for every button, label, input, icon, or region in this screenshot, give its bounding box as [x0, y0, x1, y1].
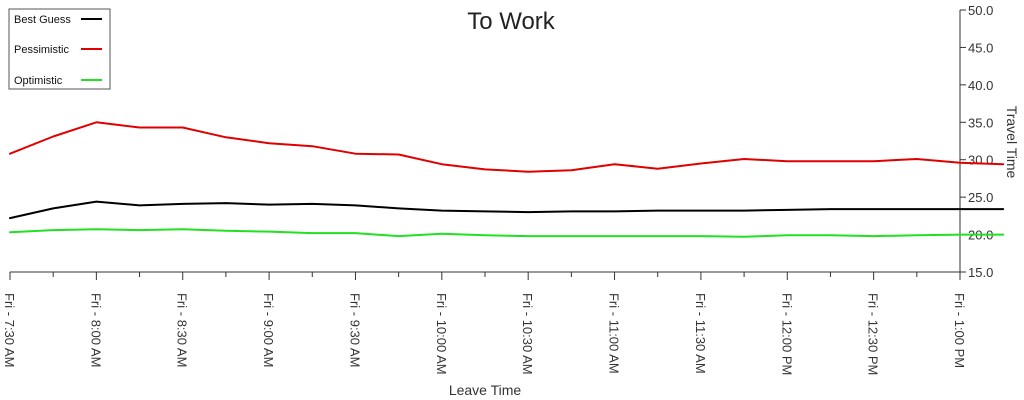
legend: Best Guess Pessimistic Optimistic: [8, 8, 111, 90]
legend-label-best-guess: Best Guess: [14, 14, 71, 26]
y-tick-label: 40.0: [968, 78, 993, 93]
series-line-optimistic: [9, 228, 1005, 238]
x-tick-label: Fri - 8:30 AM: [175, 293, 190, 367]
x-tick-label: Fri - 11:00 AM: [607, 293, 622, 374]
y-tick-label: 50.0: [968, 3, 993, 18]
x-tick-label: Fri - 10:00 AM: [434, 293, 449, 375]
y-tick-label: 25.0: [968, 190, 993, 205]
chart-title: To Work: [467, 8, 556, 35]
x-tick-label: Fri - 1:00 PM: [952, 293, 967, 368]
series-line-pessimistic: [9, 121, 1005, 173]
x-tick-label: Fri - 12:00 PM: [779, 293, 794, 375]
y-tick-label: 35.0: [968, 115, 993, 130]
x-tick-label: Fri - 7:30 AM: [2, 293, 17, 367]
series-line-best-guess: [9, 200, 1005, 220]
y-axis-title: Travel Time: [1004, 106, 1020, 179]
y-tick-label: 45.0: [968, 40, 993, 55]
y-tick-label: 30.0: [968, 153, 993, 168]
x-axis-title: Leave Time: [449, 382, 522, 398]
x-tick-label: Fri - 9:00 AM: [261, 293, 276, 367]
x-axis: Fri - 7:30 AM Fri - 8:00 AM Fri - 8:30 AM F…: [2, 271, 967, 375]
x-tick-label: Fri - 12:30 PM: [866, 293, 881, 375]
x-tick-label: Fri - 11:30 AM: [693, 293, 708, 374]
x-tick-label: Fri - 10:30 AM: [520, 293, 535, 375]
x-tick-label: Fri - 9:30 AM: [347, 293, 362, 367]
y-tick-label: 15.0: [968, 265, 993, 280]
series-lines: [9, 121, 1005, 238]
y-axis: 15.020.025.030.035.040.045.050.0: [959, 3, 993, 280]
legend-label-optimistic: Optimistic: [14, 75, 63, 87]
legend-label-pessimistic: Pessimistic: [14, 44, 70, 56]
x-tick-label: Fri - 8:00 AM: [88, 293, 103, 367]
